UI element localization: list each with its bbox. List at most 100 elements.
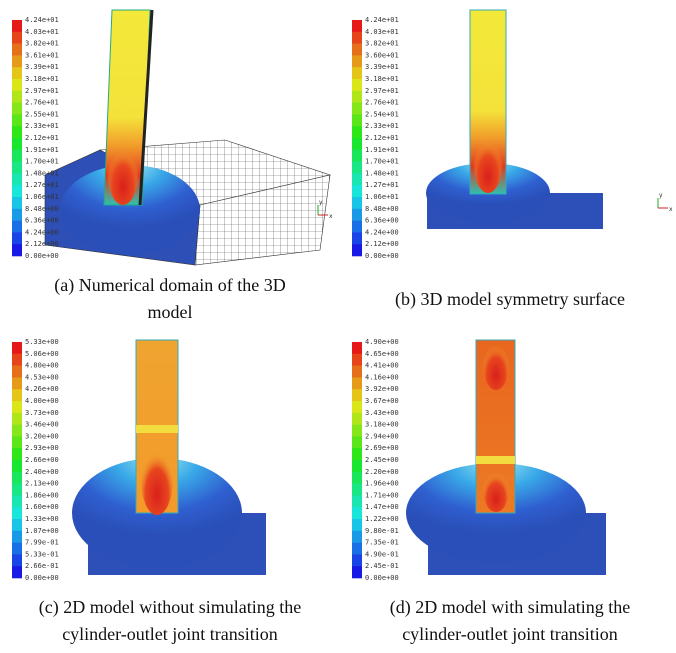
colorbar-label: 9.80e-01 — [365, 527, 399, 535]
colorbar-label: 1.86e+00 — [25, 491, 59, 499]
colorbar-label: 1.48e+01 — [25, 169, 59, 177]
panel-c — [72, 340, 266, 575]
colorbar-label: 2.20e+00 — [365, 468, 399, 476]
axis-label: x — [669, 206, 673, 213]
colorbar-label: 4.24e+00 — [365, 228, 399, 236]
colorbar-label: 0.00e+00 — [365, 252, 399, 260]
colorbar-label: 0.00e+00 — [25, 574, 59, 582]
colorbar-segment — [352, 221, 362, 233]
colorbar-segment — [352, 484, 362, 496]
colorbar-label: 4.65e+00 — [365, 350, 399, 358]
colorbar-segment — [352, 354, 362, 366]
colorbar-label: 4.90e+00 — [365, 338, 399, 346]
colorbar-segment — [12, 162, 22, 174]
colorbar-segment — [352, 448, 362, 460]
colorbar-label: 3.60e+01 — [365, 51, 399, 59]
colorbar-label: 1.27e+01 — [365, 181, 399, 189]
colorbar-label: 2.12e+00 — [25, 240, 59, 248]
colorbar-segment — [352, 79, 362, 91]
panel-b — [426, 10, 603, 229]
colorbar-segment — [352, 126, 362, 138]
colorbar-segment — [12, 342, 22, 354]
colorbar-segment — [12, 484, 22, 496]
colorbar-segment — [12, 197, 22, 209]
colorbar-segment — [352, 232, 362, 244]
colorbar-segment — [12, 495, 22, 507]
colorbar-segment — [352, 55, 362, 67]
caption: (a) Numerical domain of the 3D — [54, 275, 285, 296]
colorbar-label: 6.36e+00 — [25, 217, 59, 225]
colorbar-label: 6.36e+00 — [365, 217, 399, 225]
colorbar-label: 8.48e+00 — [365, 205, 399, 213]
colorbar-segment — [352, 244, 362, 256]
colorbar-label: 4.24e+01 — [365, 16, 399, 24]
caption: (c) 2D model without simulating the — [39, 597, 301, 618]
colorbar-segment — [12, 20, 22, 32]
axis-label: y — [659, 192, 663, 199]
colorbar-segment — [12, 366, 22, 378]
axis-label: y — [319, 199, 323, 206]
colorbar-segment — [12, 531, 22, 543]
colorbar-label: 3.18e+01 — [25, 75, 59, 83]
colorbar-label: 2.13e+00 — [25, 480, 59, 488]
colorbar-segment — [12, 150, 22, 162]
axis-label: x — [329, 213, 333, 220]
colorbar-label: 2.66e+00 — [25, 456, 59, 464]
colorbar-label: 3.20e+00 — [25, 432, 59, 440]
colorbar-segment — [352, 566, 362, 578]
colorbar-label: 2.97e+01 — [25, 87, 59, 95]
colorbar-label: 5.33e-01 — [25, 550, 59, 558]
colorbar-segment — [12, 173, 22, 185]
colorbar-label: 2.12e+01 — [365, 134, 399, 142]
colorbar-label: 1.07e+00 — [25, 527, 59, 535]
colorbar-segment — [12, 543, 22, 555]
caption: (b) 3D model symmetry surface — [395, 289, 625, 310]
colorbar-segment — [12, 507, 22, 519]
colorbar-label: 1.70e+01 — [25, 158, 59, 166]
caption: model — [148, 302, 193, 322]
colorbar-segment — [352, 173, 362, 185]
colorbar-label: 1.60e+00 — [25, 503, 59, 511]
colorbar-segment — [352, 114, 362, 126]
colorbar-label: 2.12e+01 — [25, 134, 59, 142]
colorbar-label: 1.70e+01 — [365, 158, 399, 166]
colorbar-label: 1.06e+01 — [25, 193, 59, 201]
colorbar-label: 2.76e+01 — [365, 99, 399, 107]
colorbar-label: 2.66e-01 — [25, 562, 59, 570]
colorbar-label: 4.16e+00 — [365, 373, 399, 381]
colorbar-label: 1.27e+01 — [25, 181, 59, 189]
colorbar-label: 4.03e+01 — [365, 28, 399, 36]
colorbar-segment — [352, 436, 362, 448]
colorbar-label: 2.94e+00 — [365, 432, 399, 440]
colorbar-label: 1.06e+01 — [365, 193, 399, 201]
colorbar-label: 1.91e+01 — [365, 146, 399, 154]
colorbar-label: 1.33e+00 — [25, 515, 59, 523]
colorbar-label: 1.96e+00 — [365, 480, 399, 488]
colorbar-label: 3.82e+01 — [365, 40, 399, 48]
colorbar-segment — [12, 377, 22, 389]
colorbar-segment — [12, 103, 22, 115]
colorbar-segment — [12, 221, 22, 233]
colorbar-segment — [352, 20, 362, 32]
colorbar-segment — [12, 44, 22, 56]
colorbar-label: 3.46e+00 — [25, 421, 59, 429]
colorbar-segment — [12, 389, 22, 401]
colorbar-segment — [352, 162, 362, 174]
colorbar-segment — [352, 507, 362, 519]
colorbar-label: 2.54e+01 — [365, 110, 399, 118]
colorbar-label: 3.61e+01 — [25, 51, 59, 59]
colorbar-label: 4.24e+00 — [25, 228, 59, 236]
colorbar-label: 5.06e+00 — [25, 350, 59, 358]
colorbar-label: 4.53e+00 — [25, 373, 59, 381]
colorbar-segment — [12, 138, 22, 150]
colorbar-label: 1.22e+00 — [365, 515, 399, 523]
caption: cylinder-outlet joint transition — [62, 624, 278, 644]
colorbar-segment — [12, 55, 22, 67]
colorbar-label: 4.24e+01 — [25, 16, 59, 24]
colorbar-label: 4.80e+00 — [25, 362, 59, 370]
colorbar-label: 2.93e+00 — [25, 444, 59, 452]
colorbar-segment — [352, 519, 362, 531]
colorbar-segment — [12, 185, 22, 197]
colorbar-segment — [352, 389, 362, 401]
colorbar-label: 5.33e+00 — [25, 338, 59, 346]
